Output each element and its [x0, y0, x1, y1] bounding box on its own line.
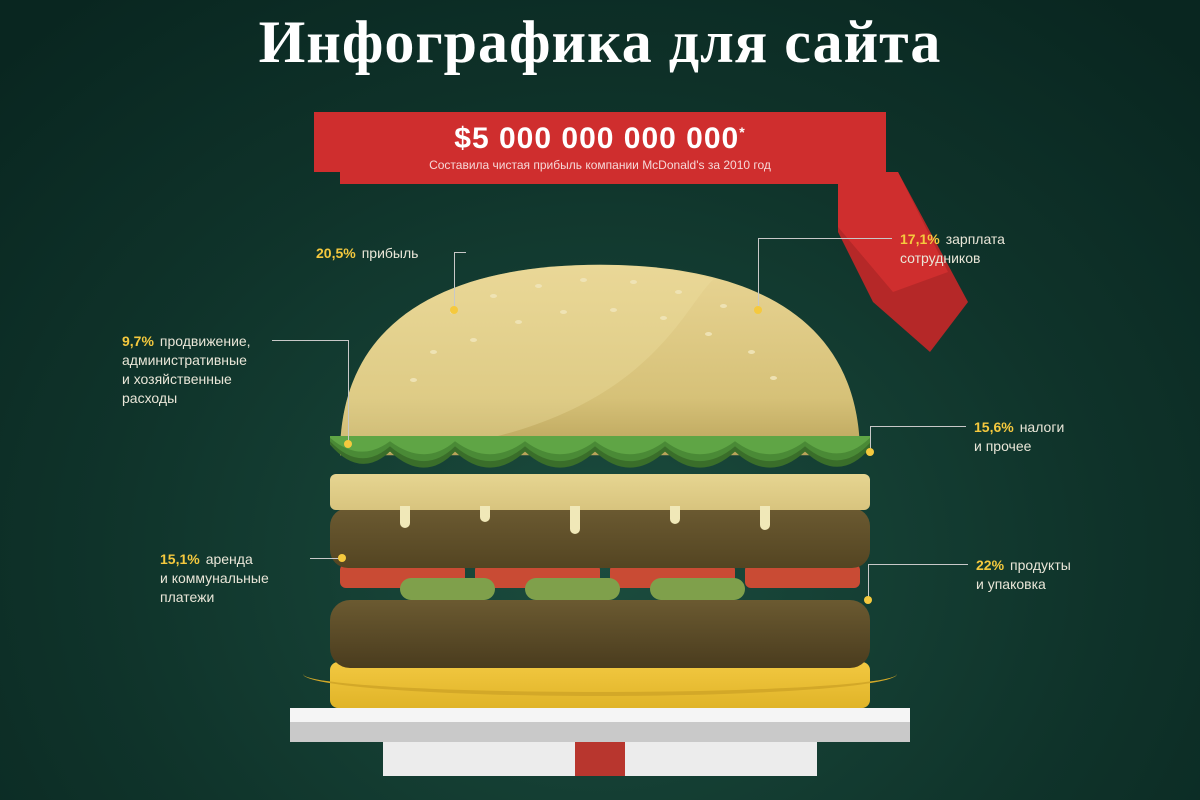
- leader-line: [868, 564, 968, 565]
- patty-lower: [330, 600, 870, 668]
- callout-pct: 17,1%: [900, 231, 940, 247]
- page-title: Инфографика для сайта: [0, 8, 1200, 77]
- callout-dot: [866, 448, 874, 456]
- callout-pct: 9,7%: [122, 333, 154, 349]
- lettuce-layer: [330, 436, 870, 488]
- cheese-layer: [330, 662, 870, 708]
- leader-line: [758, 238, 759, 310]
- callout-profit: 20,5% прибыль: [316, 244, 418, 263]
- leader-line: [348, 340, 349, 444]
- tomato-pickle-layer: [330, 564, 870, 604]
- leader-line: [272, 340, 348, 341]
- ribbon-caption: Составила чистая прибыль компании McDona…: [362, 158, 838, 172]
- callout-dot: [864, 596, 872, 604]
- callout-dot: [450, 306, 458, 314]
- callout-promo: 9,7%продвижение, административные и хозя…: [122, 332, 251, 408]
- leader-line: [868, 564, 869, 600]
- bun-top: [330, 260, 870, 460]
- ribbon-value: $5 000 000 000 000*: [362, 122, 838, 156]
- callout-taxes: 15,6%налоги и прочее: [974, 418, 1064, 456]
- leader-line: [870, 426, 966, 427]
- leader-line: [454, 252, 455, 310]
- callout-pct: 15,6%: [974, 419, 1014, 435]
- callout-pct: 15,1%: [160, 551, 200, 567]
- plate: [290, 708, 910, 778]
- burger-illustration: [330, 260, 870, 800]
- patty-upper: [330, 508, 870, 568]
- callout-rent: 15,1%аренда и коммунальные платежи: [160, 550, 269, 607]
- ribbon-banner: $5 000 000 000 000* Составила чистая при…: [340, 112, 860, 184]
- leader-line: [454, 252, 466, 253]
- callout-products: 22%продукты и упаковка: [976, 556, 1071, 594]
- callout-pct: 22%: [976, 557, 1004, 573]
- callout-dot: [754, 306, 762, 314]
- callout-salary: 17,1%зарплата сотрудников: [900, 230, 1005, 268]
- callout-dot: [344, 440, 352, 448]
- leader-line: [758, 238, 892, 239]
- callout-pct: 20,5%: [316, 245, 356, 261]
- callout-label: прибыль: [362, 245, 419, 261]
- callout-dot: [338, 554, 346, 562]
